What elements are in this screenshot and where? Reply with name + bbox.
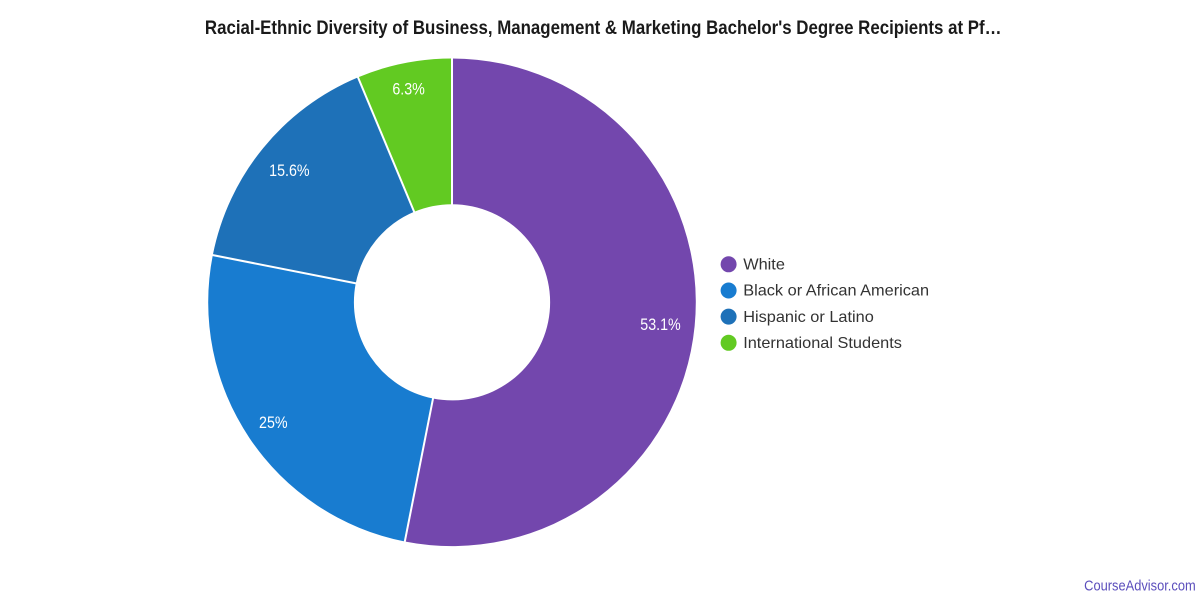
svg-text:25%: 25% bbox=[259, 414, 288, 432]
svg-text:Black or African American: Black or African American bbox=[743, 282, 929, 300]
svg-text:6.3%: 6.3% bbox=[392, 80, 425, 98]
svg-text:International Students: International Students bbox=[743, 334, 902, 352]
svg-text:15.6%: 15.6% bbox=[269, 162, 310, 180]
svg-text:CourseAdvisor.com: CourseAdvisor.com bbox=[1084, 577, 1196, 594]
svg-text:53.1%: 53.1% bbox=[640, 316, 681, 334]
svg-text:Racial-Ethnic Diversity of Bus: Racial-Ethnic Diversity of Business, Man… bbox=[205, 17, 1002, 38]
svg-text:White: White bbox=[743, 256, 785, 274]
svg-text:Hispanic or Latino: Hispanic or Latino bbox=[743, 308, 874, 326]
